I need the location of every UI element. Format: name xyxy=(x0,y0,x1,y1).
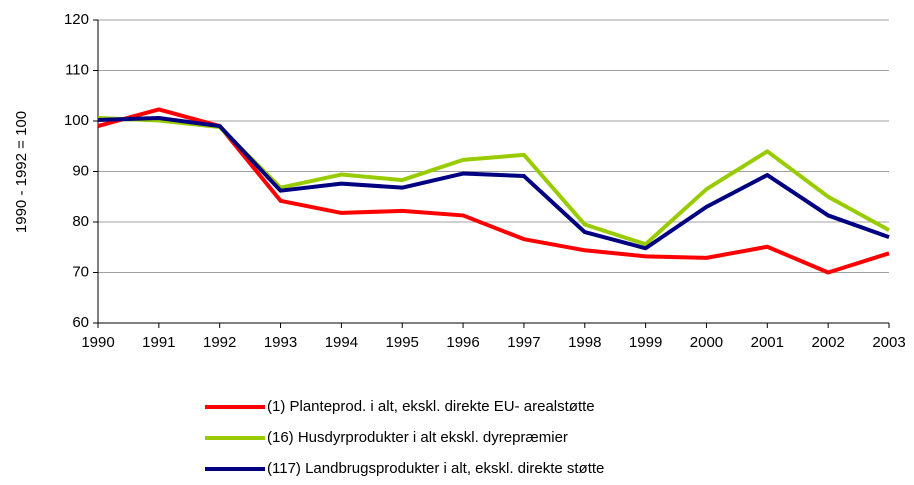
y-tick-label: 70 xyxy=(72,263,89,280)
x-tick-label: 1998 xyxy=(568,334,601,351)
x-tick-label: 1990 xyxy=(81,334,114,351)
series-line xyxy=(97,107,890,275)
x-tick-label: 1994 xyxy=(325,334,358,351)
legend-label: (117) Landbrugsprodukter i alt, ekskl. d… xyxy=(267,460,604,477)
x-tick-label: 2003 xyxy=(872,334,905,351)
x-tick-label: 1995 xyxy=(386,334,419,351)
x-tick-label: 2000 xyxy=(690,334,723,351)
x-tick-label: 1997 xyxy=(507,334,540,351)
legend-label: (1) Planteprod. i alt, ekskl. direkte EU… xyxy=(267,398,595,415)
series-line xyxy=(97,115,890,251)
x-tick-label: 1999 xyxy=(629,334,662,351)
y-tick-label: 120 xyxy=(64,11,89,28)
x-tick-label: 2001 xyxy=(751,334,784,351)
x-tick-label: 1996 xyxy=(446,334,479,351)
y-tick-label: 90 xyxy=(72,162,89,179)
x-tick-label: 2002 xyxy=(811,334,844,351)
x-tick-label: 1992 xyxy=(203,334,236,351)
y-tick-label: 110 xyxy=(65,61,89,78)
y-tick-label: 100 xyxy=(64,112,89,129)
y-tick-label: 60 xyxy=(72,314,89,331)
x-tick-label: 1991 xyxy=(142,334,175,351)
y-axis-label: 1990 - 1992 = 100 xyxy=(13,111,30,233)
x-tick-label: 1993 xyxy=(264,334,297,351)
legend-label: (16) Husdyrprodukter i alt ekskl. dyrepr… xyxy=(267,429,568,446)
y-tick-label: 80 xyxy=(72,213,89,230)
